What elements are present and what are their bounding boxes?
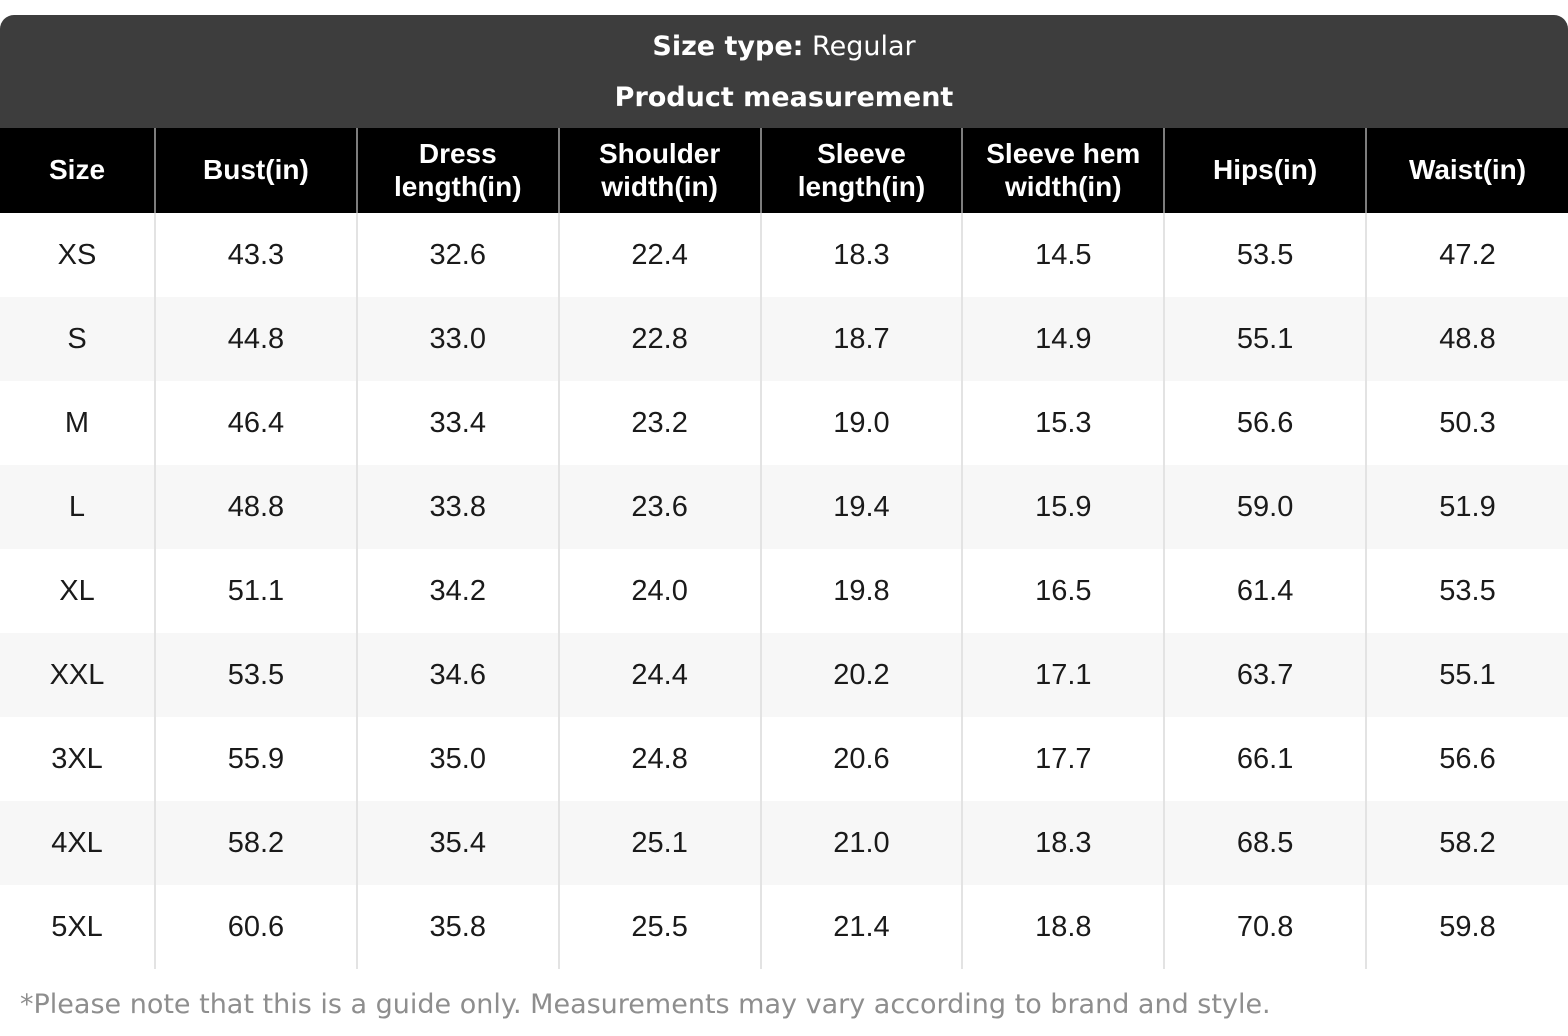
column-header: Sleeve length(in) (759, 128, 963, 213)
size-chart-header: Size type: Regular Product measurement (0, 15, 1568, 128)
measurement-cell: 32.6 (355, 213, 559, 297)
measurement-cell: 19.4 (759, 465, 963, 549)
measurement-cell: 33.0 (355, 297, 559, 381)
table-row: S 44.8 33.0 22.8 18.7 14.9 55.1 48.8 (0, 297, 1568, 381)
measurement-cell: 47.2 (1365, 213, 1568, 297)
measurement-cell: 33.4 (355, 381, 559, 465)
table-row: 4XL 58.2 35.4 25.1 21.0 18.3 68.5 58.2 (0, 801, 1568, 885)
measurement-cell: 56.6 (1163, 381, 1367, 465)
size-cell: XXL (0, 633, 155, 717)
table-row: 5XL 60.6 35.8 25.5 21.4 18.8 70.8 59.8 (0, 885, 1568, 969)
measurement-cell: 53.5 (154, 633, 357, 717)
column-header: Size (0, 128, 155, 213)
size-chart-card: Size type: Regular Product measurement S… (0, 15, 1568, 969)
size-cell: S (0, 297, 155, 381)
size-cell: M (0, 381, 155, 465)
measurement-cell: 15.3 (961, 381, 1165, 465)
measurement-cell: 63.7 (1163, 633, 1367, 717)
table-row: XS 43.3 32.6 22.4 18.3 14.5 53.5 47.2 (0, 213, 1568, 297)
measurement-cell: 59.0 (1163, 465, 1367, 549)
table-header-row: Size Bust(in) Dress length(in) Shoulder wid… (0, 128, 1568, 213)
size-cell: 5XL (0, 885, 155, 969)
measurement-cell: 46.4 (154, 381, 357, 465)
measurement-cell: 23.6 (557, 465, 761, 549)
column-header: Waist(in) (1365, 128, 1568, 213)
measurement-cell: 51.9 (1365, 465, 1568, 549)
measurement-cell: 23.2 (557, 381, 761, 465)
measurement-cell: 60.6 (154, 885, 357, 969)
measurement-table: Size Bust(in) Dress length(in) Shoulder wid… (0, 128, 1568, 969)
table-row: 3XL 55.9 35.0 24.8 20.6 17.7 66.1 56.6 (0, 717, 1568, 801)
measurement-cell: 70.8 (1163, 885, 1367, 969)
measurement-cell: 33.8 (355, 465, 559, 549)
column-header: Hips(in) (1163, 128, 1367, 213)
column-header: Dress length(in) (355, 128, 559, 213)
measurement-cell: 24.8 (557, 717, 761, 801)
measurement-cell: 25.5 (557, 885, 761, 969)
measurement-cell: 53.5 (1365, 549, 1568, 633)
column-header: Shoulder width(in) (557, 128, 761, 213)
measurement-cell: 59.8 (1365, 885, 1568, 969)
measurement-cell: 17.1 (961, 633, 1165, 717)
measurement-cell: 17.7 (961, 717, 1165, 801)
measurement-cell: 19.0 (759, 381, 963, 465)
measurement-cell: 18.7 (759, 297, 963, 381)
table-row: XXL 53.5 34.6 24.4 20.2 17.1 63.7 55.1 (0, 633, 1568, 717)
measurement-cell: 21.0 (759, 801, 963, 885)
measurement-cell: 34.2 (355, 549, 559, 633)
measurement-cell: 15.9 (961, 465, 1165, 549)
measurement-cell: 22.8 (557, 297, 761, 381)
measurement-cell: 66.1 (1163, 717, 1367, 801)
measurement-cell: 55.9 (154, 717, 357, 801)
measurement-cell: 21.4 (759, 885, 963, 969)
measurement-cell: 25.1 (557, 801, 761, 885)
measurement-cell: 19.8 (759, 549, 963, 633)
measurement-cell: 68.5 (1163, 801, 1367, 885)
measurement-cell: 14.9 (961, 297, 1165, 381)
column-header: Bust(in) (154, 128, 357, 213)
measurement-cell: 34.6 (355, 633, 559, 717)
measurement-cell: 18.3 (961, 801, 1165, 885)
measurement-cell: 58.2 (154, 801, 357, 885)
measurement-cell: 55.1 (1365, 633, 1568, 717)
measurement-cell: 43.3 (154, 213, 357, 297)
measurement-cell: 53.5 (1163, 213, 1367, 297)
measurement-cell: 44.8 (154, 297, 357, 381)
measurement-cell: 35.0 (355, 717, 559, 801)
measurement-cell: 35.8 (355, 885, 559, 969)
table-row: M 46.4 33.4 23.2 19.0 15.3 56.6 50.3 (0, 381, 1568, 465)
column-header: Sleeve hem width(in) (961, 128, 1165, 213)
measurement-cell: 22.4 (557, 213, 761, 297)
size-type-label: Size type: (652, 30, 804, 62)
measurement-cell: 16.5 (961, 549, 1165, 633)
measurement-cell: 24.4 (557, 633, 761, 717)
measurement-cell: 24.0 (557, 549, 761, 633)
measurement-cell: 14.5 (961, 213, 1165, 297)
measurement-cell: 18.8 (961, 885, 1165, 969)
size-type-value: Regular (812, 30, 916, 62)
size-cell: L (0, 465, 155, 549)
size-cell: XL (0, 549, 155, 633)
size-cell: 3XL (0, 717, 155, 801)
size-cell: 4XL (0, 801, 155, 885)
measurement-cell: 35.4 (355, 801, 559, 885)
size-type-line: Size type: Regular (652, 33, 915, 60)
table-row: L 48.8 33.8 23.6 19.4 15.9 59.0 51.9 (0, 465, 1568, 549)
footnote: *Please note that this is a guide only. … (20, 989, 1271, 1020)
measurement-cell: 20.6 (759, 717, 963, 801)
measurement-cell: 58.2 (1365, 801, 1568, 885)
measurement-cell: 48.8 (1365, 297, 1568, 381)
measurement-cell: 48.8 (154, 465, 357, 549)
size-cell: XS (0, 213, 155, 297)
measurement-cell: 20.2 (759, 633, 963, 717)
product-measurement-title: Product measurement (614, 81, 954, 113)
table-row: XL 51.1 34.2 24.0 19.8 16.5 61.4 53.5 (0, 549, 1568, 633)
measurement-cell: 56.6 (1365, 717, 1568, 801)
measurement-cell: 18.3 (759, 213, 963, 297)
measurement-cell: 61.4 (1163, 549, 1367, 633)
measurement-cell: 51.1 (154, 549, 357, 633)
measurement-cell: 55.1 (1163, 297, 1367, 381)
measurement-cell: 50.3 (1365, 381, 1568, 465)
